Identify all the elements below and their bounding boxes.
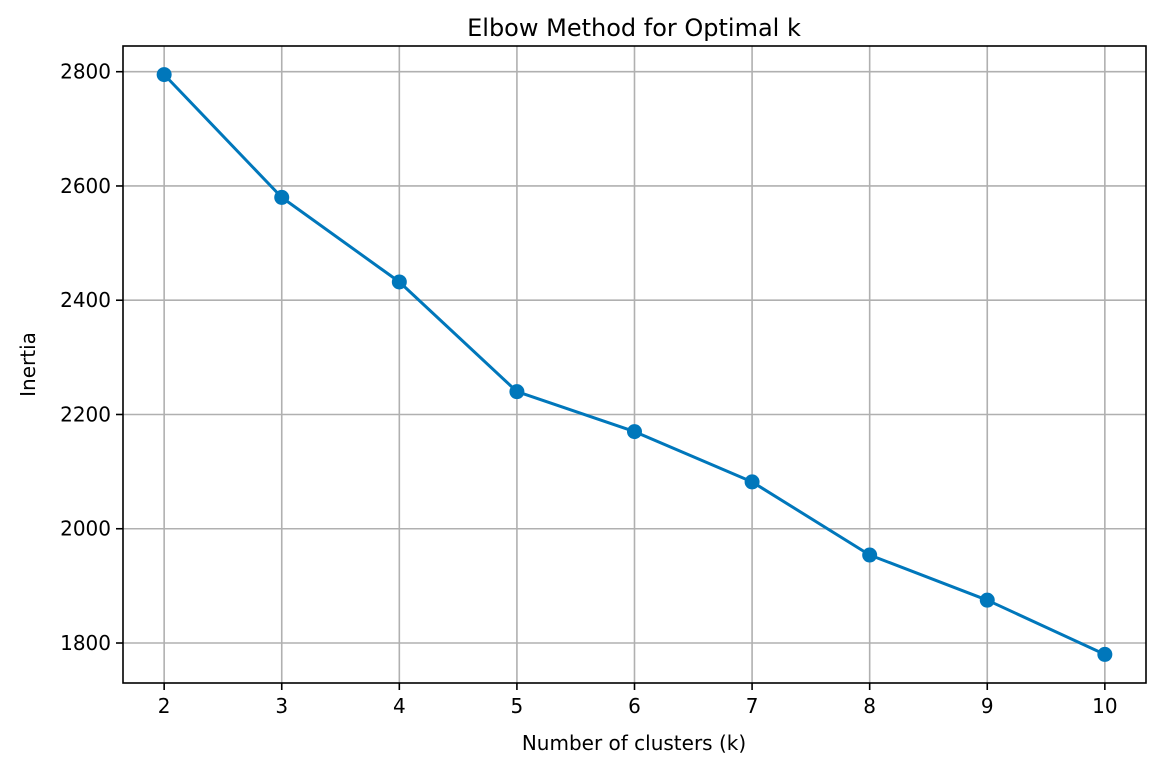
- x-tick-label: 10: [1092, 694, 1117, 718]
- x-tick-label: 6: [628, 694, 641, 718]
- y-tick-label: 1800: [60, 631, 111, 655]
- y-axis-label: Inertia: [16, 332, 40, 397]
- y-tick-label: 2600: [60, 174, 111, 198]
- x-axis-ticks: 2 3 4 5 6 7 8 9 10: [158, 683, 1118, 718]
- x-axis-label: Number of clusters (k): [522, 731, 746, 755]
- y-axis-ticks: 1800 2000 2200 2400 2600 2800: [60, 60, 123, 655]
- data-point: [1097, 646, 1113, 662]
- x-tick-label: 2: [158, 694, 171, 718]
- x-tick-label: 4: [393, 694, 406, 718]
- data-point: [274, 189, 290, 205]
- data-point: [627, 424, 642, 440]
- x-tick-label: 5: [511, 694, 524, 718]
- data-point: [979, 592, 995, 608]
- y-tick-label: 2200: [60, 402, 111, 426]
- x-tick-label: 7: [746, 694, 759, 718]
- x-tick-label: 9: [981, 694, 994, 718]
- y-tick-label: 2000: [60, 517, 111, 541]
- data-point: [156, 67, 172, 83]
- y-tick-label: 2800: [60, 60, 111, 84]
- data-point: [862, 547, 878, 563]
- data-point: [509, 384, 525, 400]
- x-tick-label: 3: [275, 694, 288, 718]
- y-tick-label: 2400: [60, 288, 111, 312]
- chart-title: Elbow Method for Optimal k: [467, 14, 801, 42]
- data-point: [391, 274, 407, 290]
- x-tick-label: 8: [863, 694, 876, 718]
- series-inertia: [156, 67, 1113, 662]
- grid: [123, 46, 1146, 683]
- data-point: [744, 474, 760, 490]
